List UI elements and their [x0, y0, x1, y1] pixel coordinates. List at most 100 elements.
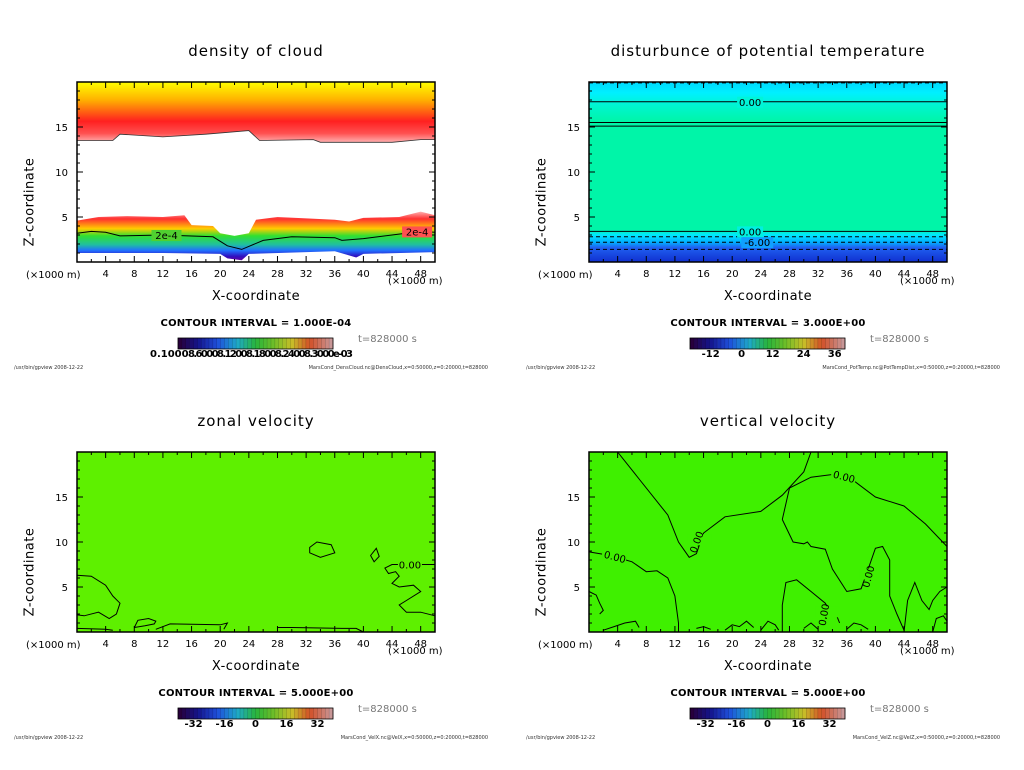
colorbar-swatch — [201, 338, 206, 349]
colorbar-swatch — [693, 708, 699, 719]
colorbar-swatch — [286, 338, 291, 349]
colorbar-swatch — [259, 338, 264, 349]
colorbar-swatch — [814, 708, 819, 719]
contour-line — [724, 620, 755, 631]
colorbar-swatch — [802, 708, 807, 719]
colorbar-swatch — [724, 708, 730, 719]
colorbar-swatch — [829, 708, 834, 719]
x-tick-label: 12 — [157, 639, 170, 650]
colorbar-swatch — [783, 708, 788, 719]
colorbar-swatch — [263, 708, 268, 719]
y-tick-label: 5 — [62, 583, 68, 594]
colorbar-swatch — [701, 708, 706, 719]
colorbar-tick-label: 36 — [827, 349, 842, 360]
colorbar-swatch — [313, 708, 318, 719]
colorbar-swatch — [224, 708, 229, 719]
colorbar-swatch — [317, 338, 322, 349]
contour-label-bg — [741, 237, 774, 249]
contour-label-bg — [815, 606, 840, 618]
heatmap — [77, 82, 435, 262]
x-tick-label: 40 — [357, 639, 370, 650]
contour-line — [370, 547, 380, 563]
colorbar-tick-label: -32 — [696, 719, 715, 730]
x-tick-label: 16 — [697, 639, 710, 650]
x-tick-label: 32 — [812, 269, 825, 280]
colorbar — [177, 337, 334, 350]
x-tick-label: 48 — [414, 269, 427, 280]
colorbar-swatch — [305, 708, 311, 719]
x-tick-label: 44 — [386, 639, 399, 650]
colorbar-swatch — [205, 338, 210, 349]
colorbar-swatch — [181, 708, 187, 719]
x-unit-left: (×1000 m) — [538, 270, 593, 281]
colorbar-swatch — [189, 708, 194, 719]
y-axis-label: Z-coordinate — [22, 527, 38, 617]
colorbar-swatch — [286, 708, 291, 719]
contour-line — [309, 541, 336, 558]
contour-label: 0.00 — [818, 603, 833, 627]
contour-line — [903, 581, 948, 633]
contour-label: 2e-4 — [406, 227, 429, 238]
x-tick-label: 4 — [614, 269, 620, 280]
x-tick-label: 36 — [840, 639, 853, 650]
x-unit-left: (×1000 m) — [26, 270, 81, 281]
x-tick-label: 24 — [242, 269, 255, 280]
colorbar-swatch — [713, 338, 718, 349]
contour-label: 2e-4 — [155, 231, 178, 242]
colorbar-swatch — [763, 338, 768, 349]
footer-right: MarsCond_DensCloud.nc@DensCloud,x=0:5000… — [308, 365, 488, 371]
colorbar-swatch — [786, 708, 792, 719]
colorbar-swatch — [798, 338, 803, 349]
colorbar-swatch — [236, 338, 241, 349]
colorbar-swatch — [240, 708, 245, 719]
colorbar-tick-label: 32 — [310, 719, 325, 730]
x-tick-label: 20 — [214, 269, 227, 280]
colorbar-swatch — [732, 708, 737, 719]
colorbar-tick-label: 24 — [796, 349, 811, 360]
colorbar-swatch — [724, 338, 730, 349]
colorbar-swatch — [216, 338, 221, 349]
colorbar-swatch — [829, 338, 834, 349]
colorbar-swatch — [814, 338, 819, 349]
colorbar-swatch — [294, 338, 299, 349]
colorbar-tick-label: -16 — [215, 719, 234, 730]
colorbar-swatch — [232, 338, 237, 349]
colorbar-swatch — [247, 708, 252, 719]
colorbar-swatch — [833, 338, 838, 349]
heatmap — [589, 452, 947, 632]
x-tick-label: 48 — [926, 639, 939, 650]
colorbar-swatch — [255, 708, 260, 719]
colorbar-swatch — [690, 338, 695, 349]
x-unit-right: (×1000 m) — [388, 276, 443, 287]
colorbar-tick-label: 0 — [738, 349, 746, 360]
x-tick-label: 36 — [328, 269, 341, 280]
panel-density-of-cloud: density of cloud 2e-4 2e-4 4 8 12 16 20 24 28 32 3… — [0, 30, 512, 400]
colorbar-tick-label: 16 — [279, 719, 294, 730]
colorbar-swatch — [209, 338, 214, 349]
colorbar-frame — [177, 337, 334, 350]
x-tick-label: 12 — [669, 639, 682, 650]
colorbar-swatch — [209, 708, 214, 719]
time-label: t=828000 s — [358, 704, 417, 715]
colorbar-swatch — [185, 338, 190, 349]
colorbar — [689, 707, 846, 720]
colorbar-swatch — [833, 708, 838, 719]
contour-line — [133, 617, 157, 628]
colorbar-swatch — [259, 708, 264, 719]
contour-line — [846, 622, 869, 630]
colorbar-swatch — [278, 708, 283, 719]
contour-line — [155, 622, 229, 630]
colorbar-swatch — [228, 708, 233, 719]
colorbar-swatch — [783, 338, 788, 349]
colorbar-swatch — [267, 708, 272, 719]
colorbar-swatch — [767, 338, 772, 349]
x-tick-label: 8 — [643, 639, 649, 650]
colorbar-swatch — [178, 708, 183, 719]
x-tick-label: 24 — [754, 269, 767, 280]
colorbar-swatch — [748, 338, 753, 349]
colorbar-swatch — [771, 708, 776, 719]
colorbar-swatch — [705, 708, 710, 719]
